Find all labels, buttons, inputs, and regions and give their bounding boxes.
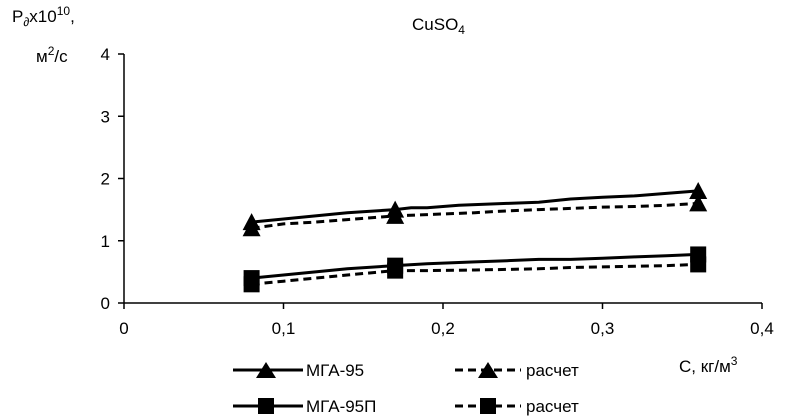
y-tick-label: 4 xyxy=(101,45,110,64)
x-tick-label: 0,1 xyxy=(272,319,296,338)
x-axis-label: C, кг/м3 xyxy=(679,354,738,376)
y-axis-label-line1: P∂x1010, xyxy=(12,4,75,29)
y-tick-label: 0 xyxy=(101,294,110,313)
y-axis-label-line2: м2/с xyxy=(36,44,68,66)
y-tick-label: 1 xyxy=(101,232,110,251)
square-marker-icon xyxy=(480,398,496,414)
data-point-square xyxy=(243,276,260,293)
data-point-triangle xyxy=(689,181,708,199)
axis-ticks: 0 1 2 3 4 0 0,1 0,2 0,3 0,4 xyxy=(101,45,774,338)
series-line-2 xyxy=(251,252,699,280)
legend-item-mga95p: МГА-95П xyxy=(233,397,376,416)
series-line-1 xyxy=(251,201,699,230)
legend-label: расчет xyxy=(526,361,579,380)
legend-label: МГА-95П xyxy=(306,397,376,416)
data-point-square xyxy=(690,256,707,273)
y-tick-label: 3 xyxy=(101,107,110,126)
legend-label: расчет xyxy=(526,397,579,416)
square-marker-icon xyxy=(258,398,274,414)
data-point-triangle xyxy=(689,194,708,212)
data-point-triangle xyxy=(242,219,261,237)
data-point-triangle xyxy=(386,206,405,224)
series-line-3 xyxy=(251,262,699,286)
legend: МГА-95 расчет МГА-95П расчет xyxy=(233,361,579,416)
y-tick-label: 2 xyxy=(101,170,110,189)
x-tick-label: 0,3 xyxy=(591,319,615,338)
series-markers xyxy=(242,181,708,293)
chart-title: CuSO4 xyxy=(412,15,465,37)
series-lines xyxy=(251,189,699,286)
triangle-marker-icon xyxy=(256,362,276,378)
legend-item-mga95: МГА-95 xyxy=(233,361,364,380)
x-tick-label: 0 xyxy=(119,319,128,338)
triangle-marker-icon xyxy=(478,362,498,378)
x-tick-label: 0,4 xyxy=(750,319,774,338)
legend-label: МГА-95 xyxy=(306,361,364,380)
series-line-0 xyxy=(251,189,699,224)
x-tick-label: 0,2 xyxy=(431,319,455,338)
legend-item-raschet-triangle: расчет xyxy=(455,361,579,380)
data-point-square xyxy=(387,262,404,279)
legend-item-raschet-square: расчет xyxy=(455,397,579,416)
